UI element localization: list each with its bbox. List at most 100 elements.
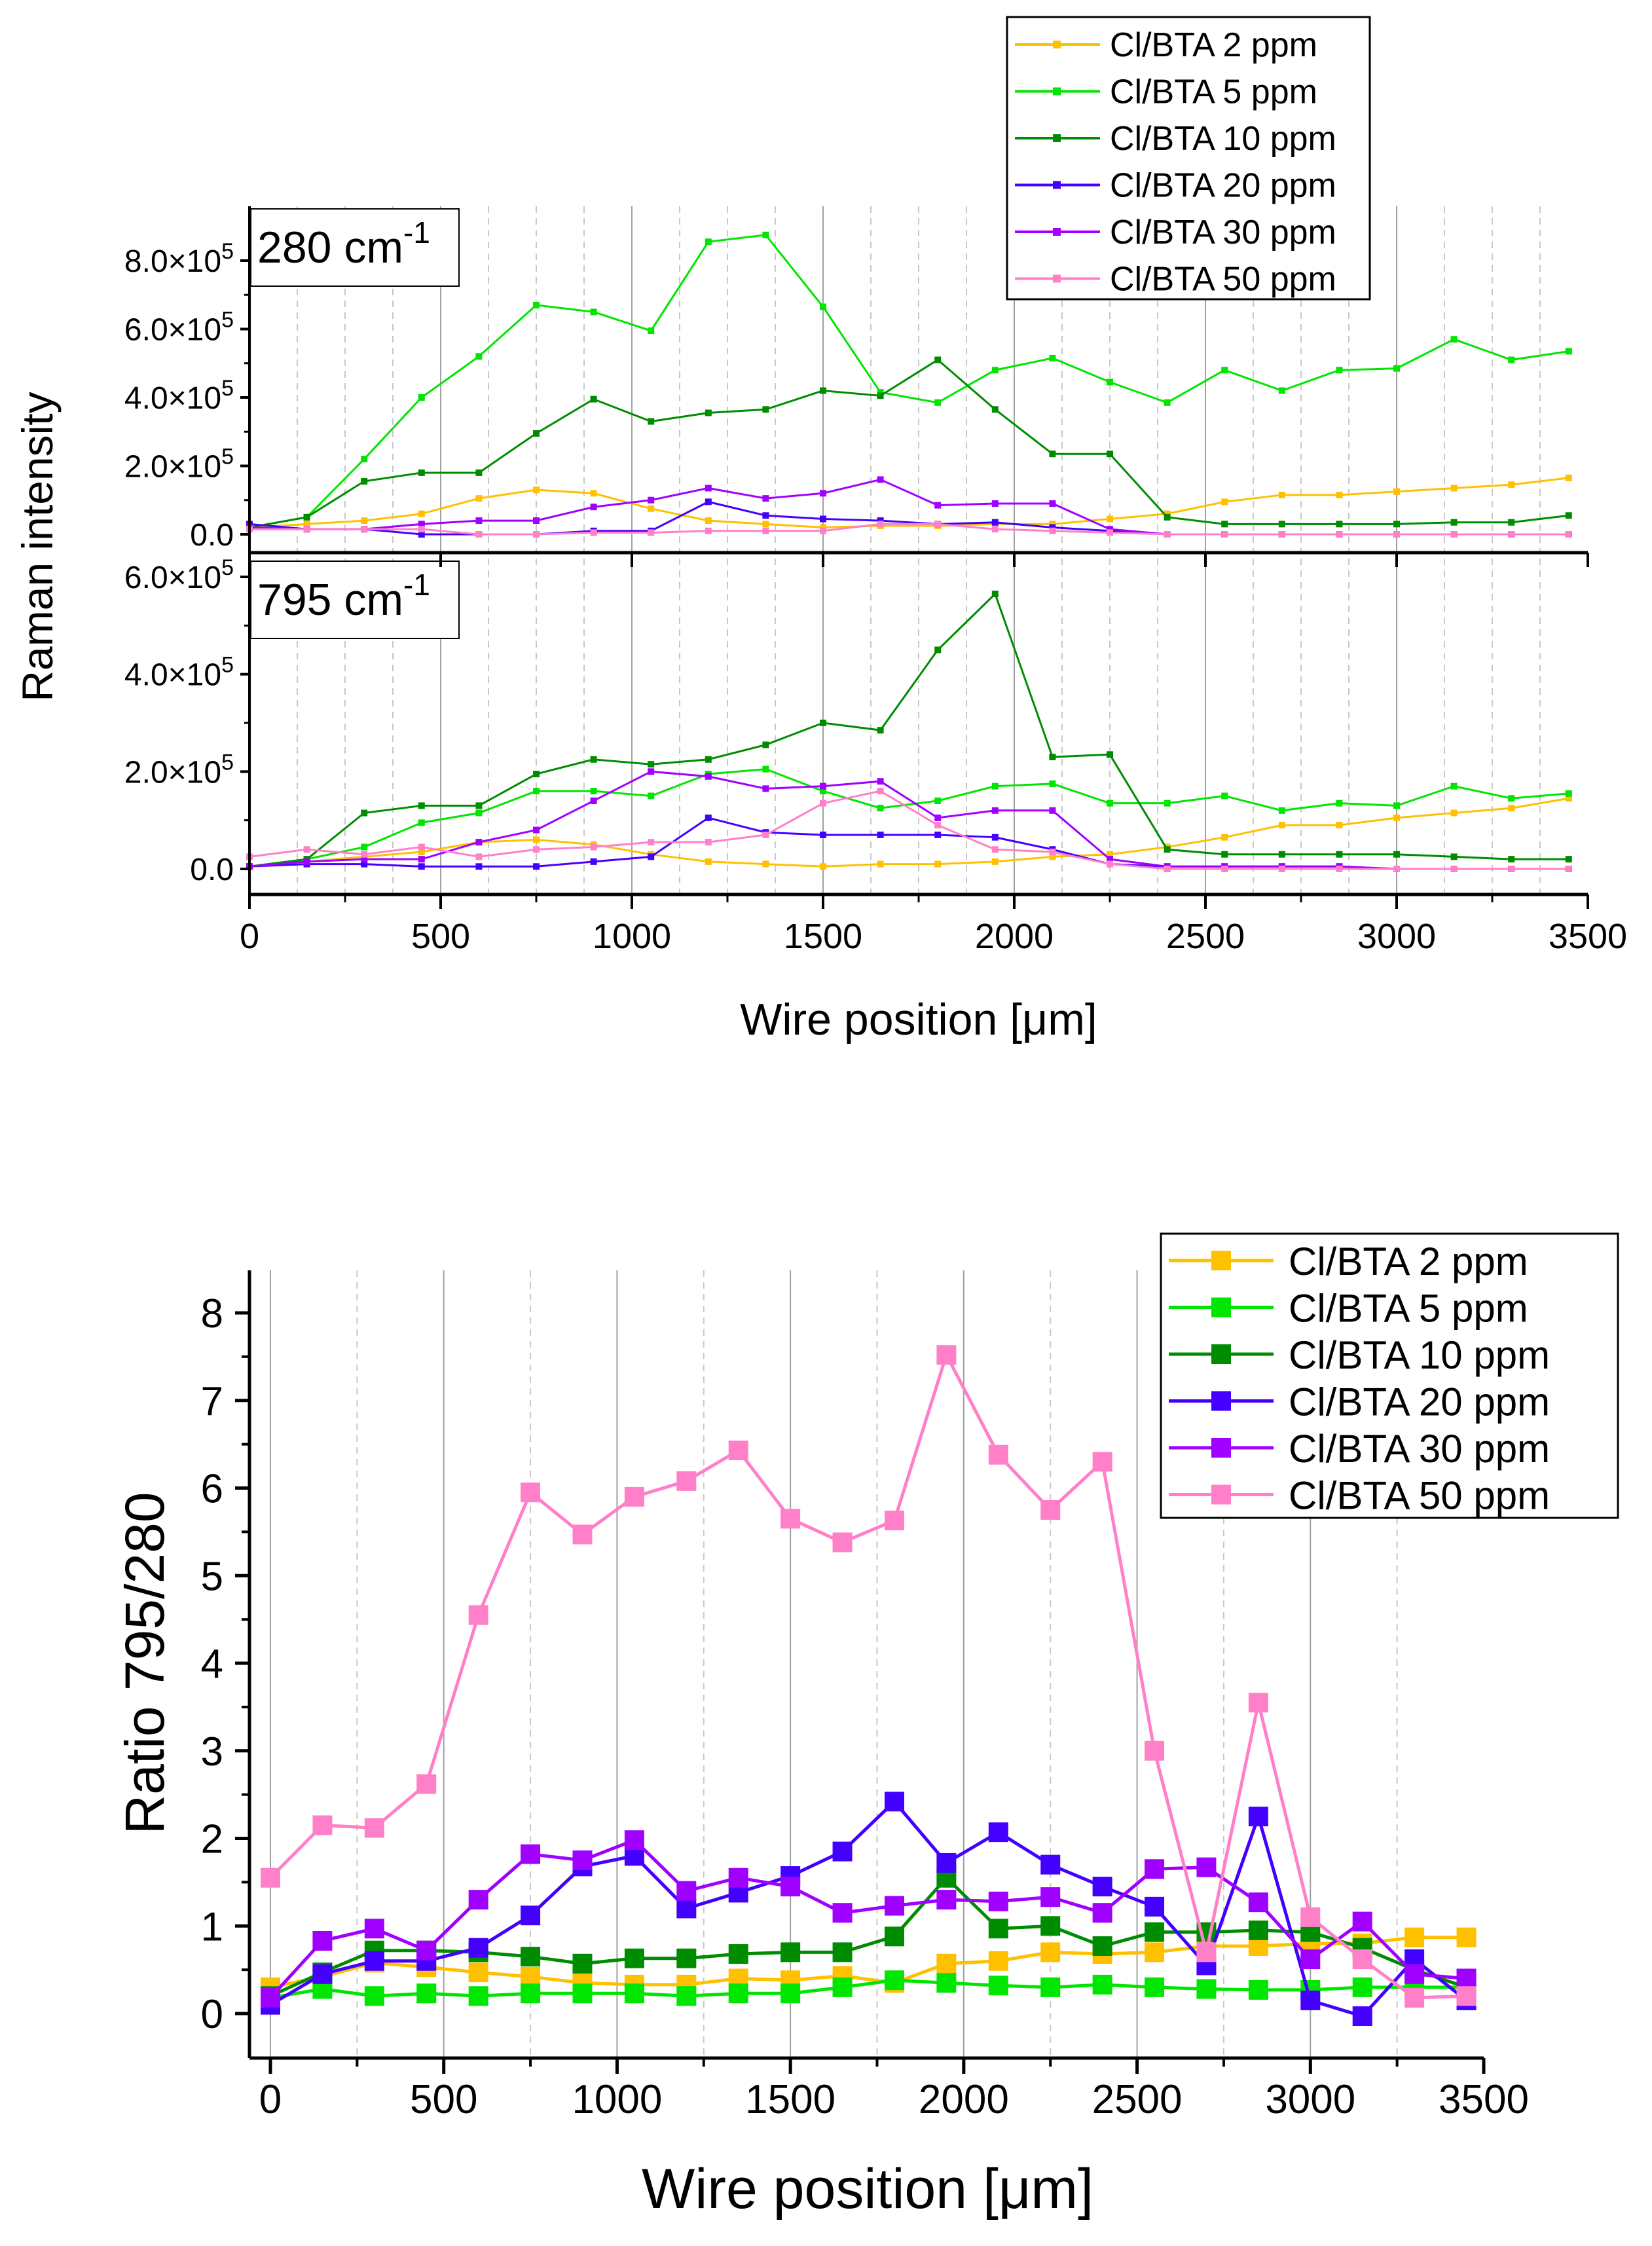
data-point xyxy=(416,1983,437,2004)
data-point xyxy=(1508,481,1515,488)
legend-swatch-marker xyxy=(1211,1438,1231,1458)
data-point xyxy=(762,521,769,528)
data-point xyxy=(521,1482,541,1503)
data-point xyxy=(676,1986,697,2006)
x-axis-title: Wire position [μm] xyxy=(642,2158,1093,2220)
data-point xyxy=(521,1905,541,1926)
data-point xyxy=(1352,1911,1372,1932)
data-point xyxy=(936,1852,957,1873)
data-point xyxy=(1145,1740,1165,1761)
data-point xyxy=(820,720,826,726)
legend-swatch-marker xyxy=(1053,87,1061,96)
data-point xyxy=(934,646,942,654)
legend-swatch-marker xyxy=(1053,41,1061,48)
data-point xyxy=(364,1986,384,2006)
legend-box xyxy=(1160,1232,1619,1519)
data-point xyxy=(416,1940,437,1961)
data-point xyxy=(762,406,769,413)
series-line-cl-bta-5-ppm xyxy=(249,768,1569,868)
data-point xyxy=(991,406,999,413)
y-tick-label: 4.0×105 xyxy=(124,653,234,693)
data-point xyxy=(1393,531,1400,538)
data-point xyxy=(1221,792,1228,800)
data-point xyxy=(705,773,712,780)
data-point xyxy=(361,860,368,868)
data-point xyxy=(1145,1896,1165,1917)
data-point xyxy=(1049,848,1056,855)
data-point xyxy=(364,1951,384,1971)
data-point xyxy=(418,856,425,863)
data-point xyxy=(762,860,769,868)
data-point xyxy=(991,846,999,853)
data-point xyxy=(533,863,540,870)
data-point xyxy=(1221,498,1228,506)
data-point xyxy=(1107,751,1113,758)
data-point xyxy=(676,1471,697,1491)
data-point xyxy=(820,524,826,531)
data-point xyxy=(1049,754,1056,761)
data-point xyxy=(820,800,826,807)
y-tick-label: 6.0×105 xyxy=(124,308,234,348)
data-point xyxy=(832,1903,853,1923)
data-point xyxy=(361,478,368,485)
data-point xyxy=(934,502,942,509)
legend-box xyxy=(1006,16,1371,301)
y-tick-label: 2.0×105 xyxy=(124,750,234,790)
data-point xyxy=(1164,531,1171,538)
data-point xyxy=(590,504,597,511)
data-point xyxy=(1300,1907,1321,1927)
data-point xyxy=(988,1919,1008,1939)
data-point xyxy=(1450,809,1458,817)
data-point xyxy=(1336,521,1343,528)
data-point xyxy=(572,1524,593,1545)
legend-top: Cl/BTA 2 ppm Cl/BTA 5 ppm Cl/BTA 10 ppm Cl/… xyxy=(1006,16,1371,301)
data-point xyxy=(820,387,826,394)
data-point xyxy=(590,756,597,763)
ratio-chart: 0 1 2 3 4 5 6 7 8 0 500 1000 1500 2000 2500 3000 3500 Wir… xyxy=(114,1232,1619,2220)
data-point xyxy=(780,1983,801,2004)
data-point xyxy=(1336,531,1343,538)
data-point xyxy=(1221,367,1228,374)
data-point xyxy=(1040,1854,1061,1875)
data-point xyxy=(936,1953,957,1974)
data-point xyxy=(1393,488,1400,495)
data-point xyxy=(1049,521,1056,528)
data-point xyxy=(364,1818,384,1838)
data-point xyxy=(884,1926,904,1947)
data-point xyxy=(762,527,769,534)
data-point xyxy=(991,526,999,533)
data-point xyxy=(1164,399,1171,406)
data-point xyxy=(1393,521,1400,528)
data-point xyxy=(934,814,942,821)
x-tick-label: 3500 xyxy=(1439,2077,1529,2122)
series-line-cl-bta-50-ppm xyxy=(249,790,1569,870)
data-point xyxy=(468,1962,488,1983)
data-point xyxy=(1393,814,1400,821)
data-point xyxy=(533,531,540,538)
data-point xyxy=(416,1774,437,1794)
data-point xyxy=(533,771,540,778)
series-line-cl-bta-50-ppm xyxy=(249,523,1569,536)
data-point xyxy=(676,1948,697,1968)
data-point xyxy=(991,782,999,790)
y-axis-title: Ratio 795/280 xyxy=(114,1492,175,1834)
data-point xyxy=(1352,2006,1372,2027)
y-axis-title: Raman intensity xyxy=(13,392,62,701)
data-point xyxy=(1107,529,1113,536)
legend-swatch-marker xyxy=(1211,1391,1231,1411)
data-point xyxy=(1248,1979,1268,2000)
data-point xyxy=(418,863,425,870)
data-point xyxy=(475,495,483,502)
data-point xyxy=(936,1345,957,1365)
data-point xyxy=(648,496,655,504)
legend-label: Cl/BTA 10 ppm xyxy=(1289,1333,1550,1377)
data-point xyxy=(1040,1887,1061,1907)
data-point xyxy=(1049,451,1056,458)
data-point xyxy=(1092,1974,1112,1995)
data-point xyxy=(521,1966,541,1987)
data-point xyxy=(303,513,310,521)
data-point xyxy=(475,863,483,870)
data-point xyxy=(877,860,884,868)
data-point xyxy=(624,1830,644,1850)
